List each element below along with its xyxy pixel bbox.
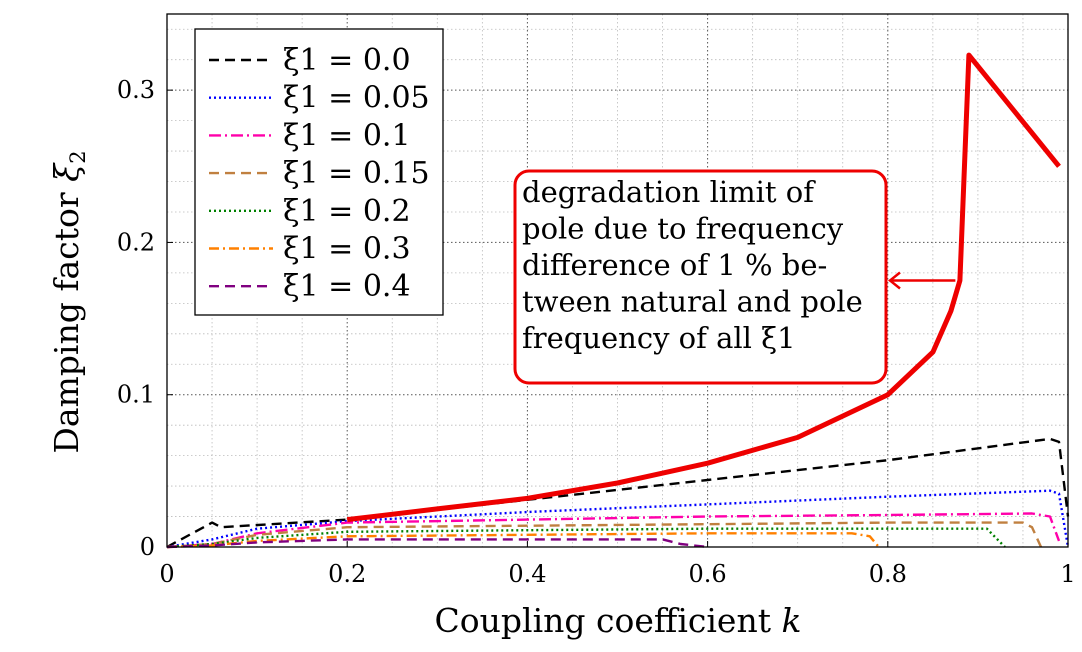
legend-box xyxy=(194,28,444,316)
legend-label: ξ1 = 0.4 xyxy=(283,269,411,304)
annotation-line: degradation limit of xyxy=(522,175,816,209)
plot-frame xyxy=(166,13,1069,548)
annotation-box xyxy=(513,169,888,385)
series-line-4 xyxy=(166,527,1006,549)
annotation-line: difference of 1 % be- xyxy=(522,248,827,282)
x-axis-label-text: Coupling coefficient xyxy=(435,601,782,640)
series-lines xyxy=(166,52,1070,549)
x-tick-label: 0.8 xyxy=(869,560,907,588)
legend-label: ξ1 = 0.0 xyxy=(283,43,411,78)
legend-label: ξ1 = 0.15 xyxy=(283,156,430,191)
y-tick-label: 0.1 xyxy=(117,381,155,409)
series-line-1 xyxy=(166,489,1070,549)
y-axis-label: Damping factor ξ2 xyxy=(47,150,90,453)
y-axis-label-text: Damping factor xyxy=(47,182,86,454)
y-tick-label: 0 xyxy=(140,533,155,561)
legend-label: ξ1 = 0.05 xyxy=(283,81,430,116)
y-axis-label-var: ξ xyxy=(47,162,86,182)
series-line-5 xyxy=(166,532,880,549)
annotation-line: frequency of all ξ1 xyxy=(522,321,796,355)
series-line-3 xyxy=(166,521,1043,549)
x-tick-label: 0.2 xyxy=(328,560,366,588)
legend-label: ξ1 = 0.1 xyxy=(283,118,411,153)
y-tick-label: 0.2 xyxy=(117,228,155,256)
series-line-0 xyxy=(166,437,1070,549)
x-tick-label: 0.4 xyxy=(508,560,546,588)
annotation-line: tween natural and pole xyxy=(522,285,863,319)
x-tick-label: 0 xyxy=(159,560,174,588)
annotation-arrow-head xyxy=(887,271,901,290)
legend-label: ξ1 = 0.3 xyxy=(283,232,411,267)
x-axis-label-var: k xyxy=(781,601,801,640)
y-tick-label: 0.3 xyxy=(117,76,155,104)
x-tick-label: 1 xyxy=(1060,560,1075,588)
x-axis-label: Coupling coefficient k xyxy=(435,601,802,640)
annotation-line: pole due to frequency xyxy=(522,212,844,246)
x-tick-label: 0.6 xyxy=(689,560,727,588)
axis-ticks: 0 0.2 0.4 0.6 0.8 1 0 0.1 0.2 0.3 xyxy=(117,76,1076,588)
series-line-6 xyxy=(166,538,708,549)
series-line-degradation-limit xyxy=(346,52,1061,523)
y-axis-label-sub: 2 xyxy=(66,150,90,163)
legend-label: ξ1 = 0.2 xyxy=(283,194,411,229)
